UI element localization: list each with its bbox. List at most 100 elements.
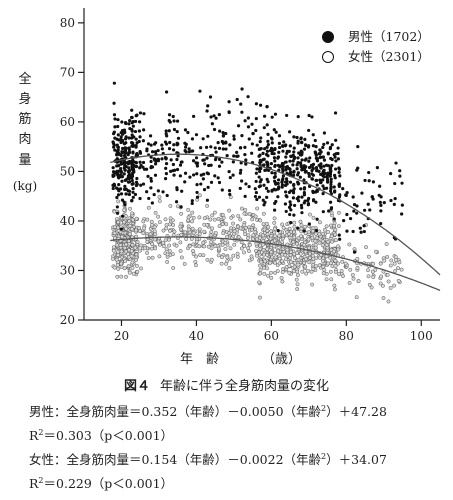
male-point (236, 154, 240, 158)
female-point (378, 261, 383, 266)
male-point (321, 191, 325, 196)
female-point (258, 218, 263, 223)
male-point (149, 159, 153, 164)
male-point (313, 150, 317, 154)
male-point (319, 180, 323, 184)
male-point (112, 145, 116, 149)
male-point (270, 115, 274, 119)
y-axis-label: 全 身 筋 肉 量 (kg) (10, 70, 40, 195)
female-point (328, 269, 333, 274)
male-point (187, 147, 191, 151)
male-point (195, 172, 199, 176)
female-point (122, 208, 127, 212)
male-point (124, 178, 128, 182)
female-point (223, 240, 228, 245)
male-equation-tail: ）＋47.28 (326, 404, 387, 420)
male-point (329, 182, 333, 187)
female-point (294, 277, 299, 282)
female-point (399, 267, 404, 272)
female-point (174, 243, 179, 248)
female-point (366, 274, 371, 279)
female-point (227, 208, 232, 213)
female-point (124, 249, 128, 254)
male-point (213, 174, 217, 178)
male-point (359, 230, 363, 234)
male-point (130, 159, 135, 163)
female-point (371, 261, 376, 266)
male-point (329, 185, 333, 189)
female-equation: 女性：全身筋肉量＝0.154（年齢）－0.0022（年齢2）＋34.07 (0, 446, 453, 470)
male-point (246, 95, 250, 99)
female-point (191, 248, 195, 253)
female-point (347, 280, 352, 285)
female-point (307, 260, 312, 265)
male-point (243, 119, 247, 123)
male-point (259, 103, 263, 107)
male-point (282, 140, 286, 144)
female-point (272, 216, 277, 221)
male-point (254, 102, 259, 106)
female-point (272, 244, 277, 249)
female-point (150, 242, 155, 247)
female-point (171, 266, 176, 270)
male-point (311, 162, 316, 166)
male-point (277, 150, 281, 154)
male-point (116, 163, 121, 168)
male-point (232, 137, 236, 141)
male-point (206, 104, 210, 108)
female-point (308, 212, 312, 217)
male-point (163, 140, 168, 144)
male-point (175, 167, 180, 172)
female-point (118, 243, 123, 247)
female-point (242, 223, 247, 228)
male-point (216, 176, 220, 180)
female-point (216, 253, 221, 258)
female-point (116, 220, 121, 225)
female-point (167, 243, 172, 248)
male-point (272, 156, 277, 160)
female-point (355, 265, 360, 270)
female-point (261, 211, 266, 216)
male-point (291, 153, 295, 157)
male-point (314, 200, 318, 204)
female-point (119, 274, 124, 279)
male-point (188, 175, 192, 179)
female-point (299, 223, 304, 228)
female-point (127, 232, 132, 237)
male-point (134, 183, 138, 188)
female-point (212, 217, 217, 222)
female-point (370, 269, 375, 274)
female-point (348, 267, 353, 272)
female-point (273, 270, 277, 275)
male-point (184, 145, 188, 149)
female-point (313, 245, 318, 250)
male-point (278, 165, 282, 169)
male-point (310, 115, 314, 119)
female-point (329, 277, 334, 282)
legend-item-female: 女性（2301） (322, 47, 430, 67)
y-axis-unit: (kg) (12, 178, 38, 193)
male-point (183, 141, 187, 145)
male-point (218, 129, 222, 133)
male-point (288, 159, 292, 163)
female-point (242, 250, 246, 255)
male-point (398, 174, 402, 178)
male-point (130, 136, 134, 140)
male-point (363, 178, 367, 183)
male-point (333, 189, 337, 193)
female-point (168, 228, 172, 233)
male-point (112, 132, 116, 136)
male-point (329, 177, 333, 181)
female-point (148, 232, 153, 237)
male-point (212, 114, 216, 118)
male-point (161, 190, 165, 194)
male-point (379, 222, 383, 226)
male-point (375, 166, 380, 170)
male-point (281, 169, 285, 173)
female-point (339, 268, 344, 273)
female-point (179, 232, 184, 237)
male-point (113, 117, 117, 121)
female-point (205, 223, 210, 228)
male-point (334, 152, 338, 156)
male-point (156, 159, 160, 163)
